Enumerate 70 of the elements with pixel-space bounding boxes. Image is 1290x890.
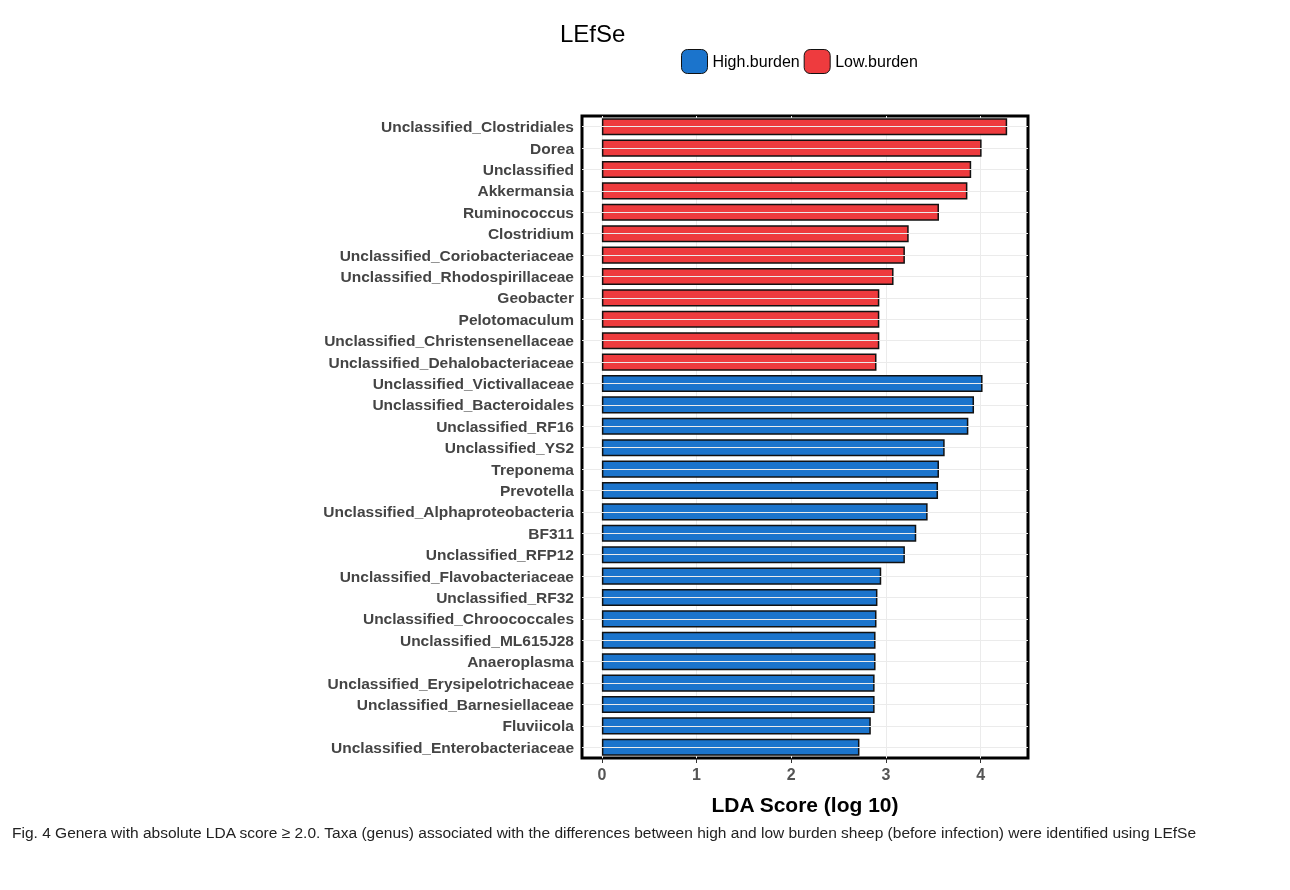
x-tick-label: 1 — [692, 765, 702, 783]
y-tick-label: Unclassified — [482, 161, 574, 178]
bar — [601, 481, 939, 500]
bar — [601, 310, 880, 328]
bar — [601, 332, 880, 350]
x-tick-label: 3 — [881, 765, 891, 783]
x-tick-label: 2 — [786, 765, 796, 783]
x-tick-label: 0 — [597, 765, 607, 783]
bar — [601, 738, 860, 756]
y-tick-label: Unclassified_Alphaproteobacteria — [323, 503, 575, 521]
y-tick-label: Unclassified_Flavobacteriaceae — [339, 567, 575, 585]
bar — [601, 567, 882, 585]
bar — [601, 246, 905, 264]
bar — [601, 374, 983, 393]
y-tick-label: Dorea — [530, 139, 575, 157]
bar — [601, 353, 877, 371]
bar — [601, 396, 975, 414]
y-tick-label: Unclassified_ML615J28 — [399, 631, 575, 649]
legend-label: High.burden — [712, 53, 800, 70]
y-tick-label: Akkermansia — [477, 182, 575, 200]
y-tick-label: Unclassified_RF16 — [436, 417, 575, 435]
bar — [601, 417, 969, 435]
bar — [601, 588, 878, 607]
bar — [601, 203, 939, 221]
y-tick-label: Clostridium — [487, 225, 574, 243]
bar — [601, 439, 945, 457]
y-tick-label: Unclassified_Dehalobacteriaceae — [328, 353, 575, 371]
y-tick-label: Unclassified_RF32 — [436, 589, 574, 606]
y-tick-label: Unclassified_Christensenellaceae — [324, 332, 575, 350]
bar — [601, 631, 876, 649]
y-tick-label: Unclassified_Rhodospirillaceae — [340, 268, 575, 285]
bar — [601, 225, 909, 243]
y-tick-label: Anaeroplasma — [467, 653, 575, 671]
y-tick-label: Unclassified_Chroococcales — [362, 610, 574, 628]
bar — [601, 524, 917, 542]
y-tick-label: Unclassified_Bacteroidales — [372, 396, 574, 414]
y-tick-label: Treponema — [491, 460, 575, 478]
y-tick-label: Pelotomaculum — [458, 310, 574, 328]
bar — [601, 653, 876, 671]
x-tick-label: 4 — [976, 765, 986, 783]
bar — [601, 610, 877, 628]
bar — [601, 674, 875, 692]
x-axis-title: LDA Score (log 10) — [711, 793, 899, 816]
caption: Fig. 4 Genera with absolute LDA score ≥ 2.0. Taxa (genus) associated with the differences between high and low burden sheep (before infection) were identified using LEfSe — [12, 823, 1198, 843]
y-tick-label: Ruminococcus — [462, 203, 574, 221]
y-tick-label: Unclassified_Coriobacteriaceae — [339, 246, 575, 264]
bar — [601, 460, 939, 478]
y-tick-label: Prevotella — [499, 482, 575, 499]
chart-title: LEfSe — [560, 19, 626, 47]
bar — [601, 546, 905, 564]
bar — [601, 182, 968, 200]
legend-label: Low.burden — [835, 53, 918, 70]
y-tick-label: Unclassified_RFP12 — [425, 546, 574, 564]
y-tick-label: Unclassified_Victivallaceae — [372, 375, 575, 392]
y-tick-label: Geobacter — [497, 289, 574, 307]
bar — [601, 160, 972, 179]
bar — [601, 267, 894, 286]
y-tick-label: Fluviicola — [502, 717, 575, 735]
y-tick-label: BF311 — [528, 524, 575, 542]
bar — [601, 289, 880, 307]
bar — [601, 695, 875, 714]
bar — [601, 118, 1008, 136]
y-tick-label: Unclassified_Erysipelotrichaceae — [327, 674, 575, 692]
bar — [601, 717, 871, 735]
y-tick-label: Unclassified_Enterobacteriaceae — [331, 738, 575, 756]
y-tick-label: Unclassified_YS2 — [444, 439, 574, 457]
bar — [601, 503, 928, 521]
y-tick-label: Unclassified_Clostridiales — [381, 118, 574, 136]
y-tick-label: Unclassified_Barnesiellaceae — [356, 696, 575, 713]
bar — [601, 139, 982, 157]
